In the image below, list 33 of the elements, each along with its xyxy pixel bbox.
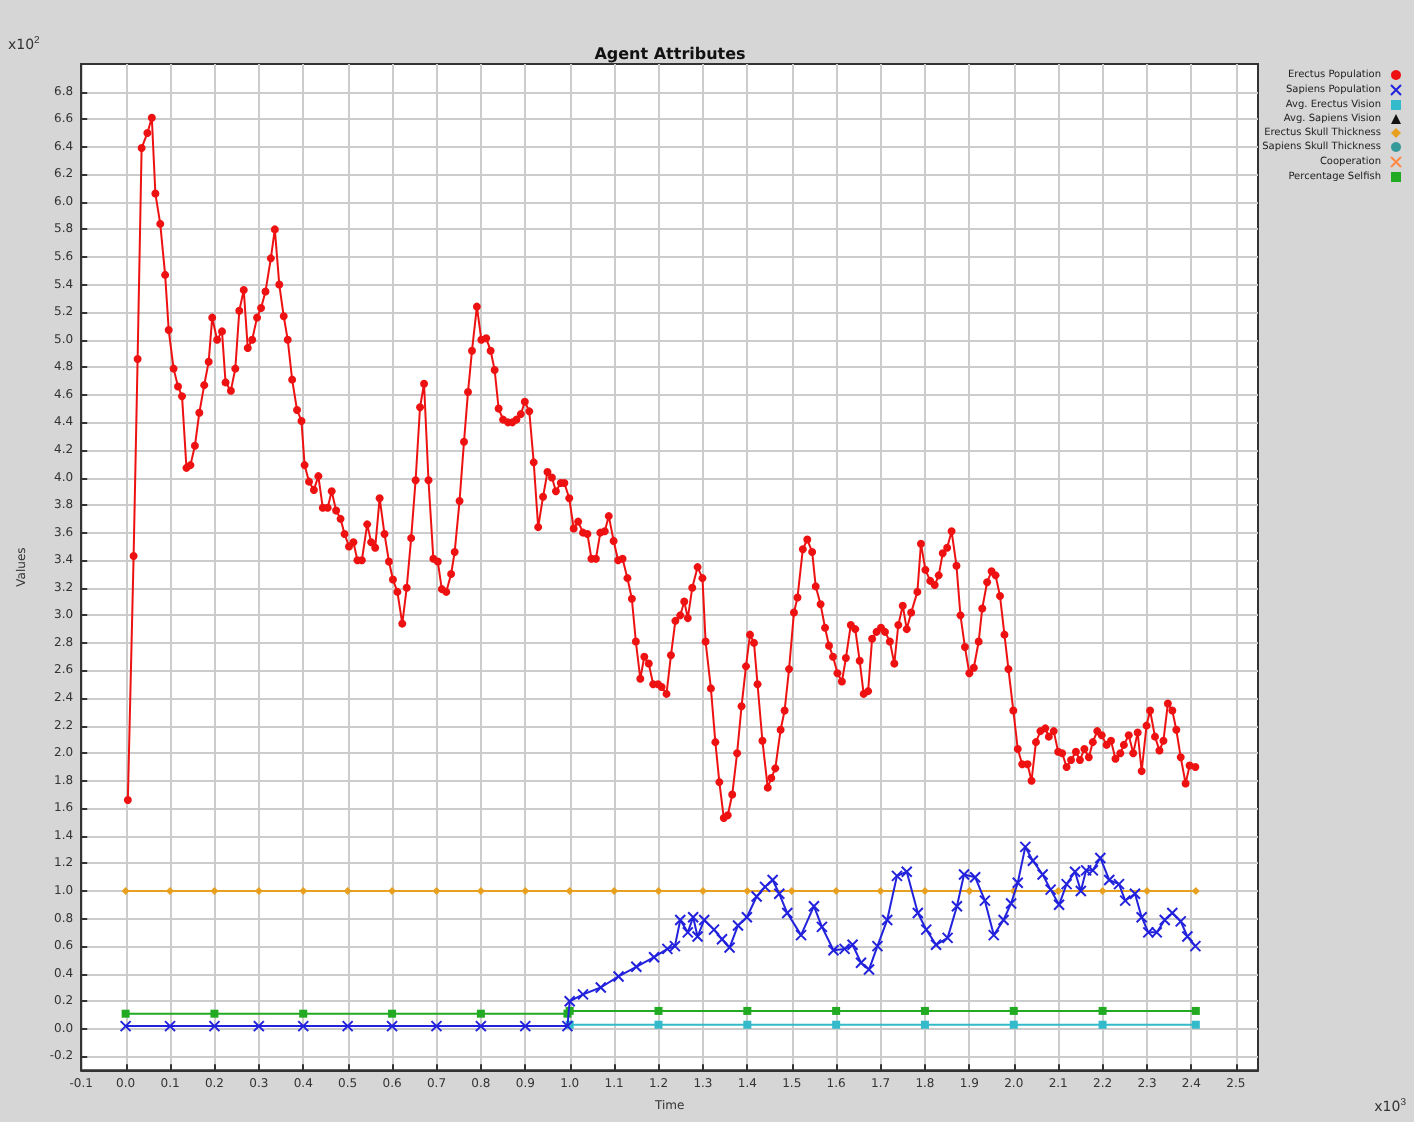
point bbox=[787, 887, 796, 896]
point bbox=[1098, 1006, 1107, 1015]
point bbox=[1098, 1020, 1107, 1029]
point bbox=[299, 887, 308, 896]
point bbox=[743, 1020, 752, 1029]
point bbox=[299, 1009, 308, 1018]
point bbox=[121, 1009, 130, 1018]
point bbox=[654, 1020, 663, 1029]
point bbox=[521, 887, 530, 896]
point bbox=[432, 887, 441, 896]
point bbox=[1191, 1020, 1200, 1029]
point bbox=[743, 1006, 752, 1015]
point bbox=[343, 887, 352, 896]
point bbox=[210, 887, 219, 896]
point bbox=[1009, 1006, 1018, 1015]
point bbox=[920, 1006, 929, 1015]
point bbox=[832, 1006, 841, 1015]
point bbox=[121, 887, 130, 896]
point bbox=[832, 1020, 841, 1029]
chart-title: Agent Attributes bbox=[594, 45, 747, 63]
point bbox=[388, 1009, 397, 1018]
point bbox=[654, 1006, 663, 1015]
point bbox=[654, 887, 663, 896]
point bbox=[476, 1009, 485, 1018]
point bbox=[1191, 1006, 1200, 1015]
point bbox=[876, 887, 885, 896]
point bbox=[965, 887, 974, 896]
point bbox=[1098, 887, 1107, 896]
point bbox=[565, 887, 574, 896]
point bbox=[1009, 1020, 1018, 1029]
point bbox=[743, 887, 752, 896]
point bbox=[920, 1020, 929, 1029]
point bbox=[210, 1009, 219, 1018]
